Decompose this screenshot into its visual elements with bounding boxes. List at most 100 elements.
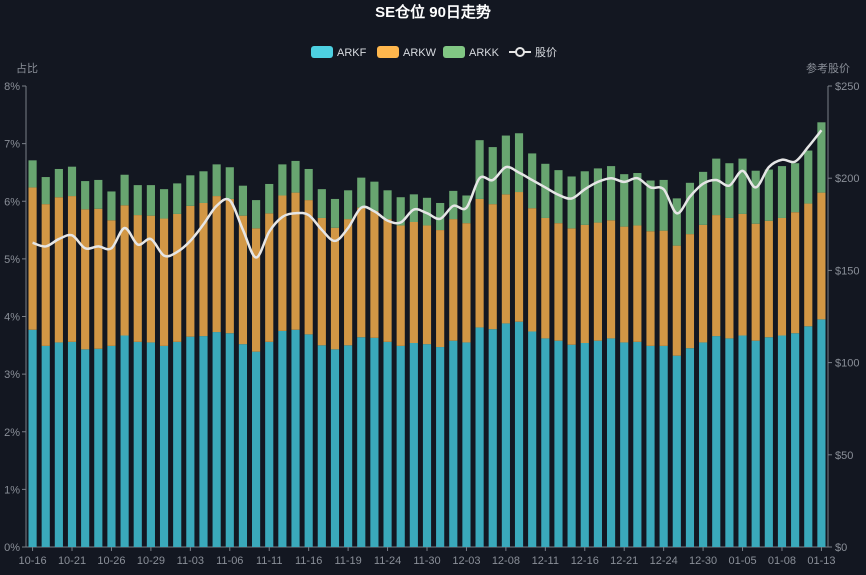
bar-arkf	[449, 340, 458, 547]
bar-arkf	[357, 337, 366, 547]
bar-arkw	[238, 215, 248, 345]
bar-arkw	[475, 198, 484, 328]
bar-arkw	[199, 202, 208, 337]
y-tick-label: 1%	[4, 484, 20, 496]
bar-arkw	[133, 215, 142, 342]
bar-arkk	[699, 171, 708, 225]
bar-arkk	[436, 202, 445, 231]
bar-arkk	[107, 191, 116, 221]
bar-arkk	[212, 164, 221, 197]
x-tick-label: 12-21	[610, 555, 638, 567]
bar-arkk	[225, 167, 234, 199]
y-tick-label: 2%	[4, 427, 20, 439]
x-tick-label: 11-11	[256, 555, 283, 567]
bar-arkw	[173, 213, 182, 342]
bar-arkf	[81, 349, 90, 547]
bar-arkk	[28, 160, 37, 188]
bar-arkk	[396, 197, 405, 226]
bar-arkw	[436, 230, 445, 348]
x-tick-label: 12-24	[650, 555, 678, 567]
bar-arkk	[606, 166, 616, 221]
bar-arkw	[804, 203, 813, 327]
bar-arkw	[212, 196, 221, 333]
legend-label: ARKW	[403, 47, 437, 59]
bar-arkf	[777, 335, 787, 547]
bar-arkw	[488, 204, 497, 330]
bar-arkw	[541, 217, 550, 339]
bar-arkw	[620, 226, 629, 343]
bar-arkf	[291, 329, 300, 547]
bar-arkw	[606, 220, 616, 339]
bar-arkk	[159, 189, 169, 219]
bar-arkf	[699, 342, 708, 547]
bar-arkw	[54, 197, 63, 343]
bar-arkw	[330, 227, 340, 350]
bar-arkf	[817, 319, 826, 547]
bar-arkf	[501, 323, 510, 547]
bar-arkw	[449, 219, 458, 341]
bar-arkk	[252, 200, 261, 229]
bar-arkf	[265, 341, 274, 547]
bar-arkk	[738, 158, 747, 214]
bar-arkf	[422, 344, 432, 547]
bar-arkf	[685, 348, 695, 547]
bar-arkk	[173, 183, 182, 214]
bar-arkf	[606, 338, 616, 547]
y2-tick-label: $200	[835, 173, 859, 185]
bar-arkf	[738, 335, 747, 547]
bar-arkw	[462, 223, 471, 343]
bar-arkw	[370, 211, 379, 338]
y2-tick-label: $100	[835, 358, 859, 370]
bar-arkk	[817, 122, 826, 193]
bar-arkw	[265, 213, 274, 342]
bar-arkf	[712, 336, 721, 547]
bar-arkf	[370, 337, 379, 547]
bar-arkf	[462, 342, 471, 547]
bar-arkw	[186, 205, 195, 337]
bars	[28, 122, 826, 547]
bar-arkf	[396, 345, 405, 547]
x-tick-label: 12-03	[452, 555, 480, 567]
x-tick-label: 11-30	[413, 555, 440, 567]
bar-arkk	[330, 198, 340, 228]
bar-arkw	[567, 228, 576, 345]
bar-arkw	[659, 230, 668, 346]
y2-tick-label: $50	[835, 450, 853, 462]
bar-arkk	[501, 135, 510, 195]
x-tick-label: 11-03	[177, 555, 204, 567]
bar-arkk	[712, 158, 721, 216]
bar-arkf	[541, 338, 550, 547]
bar-arkk	[646, 180, 655, 232]
bar-arkf	[633, 341, 642, 547]
x-tick-label: 10-26	[97, 555, 125, 567]
bar-arkw	[593, 222, 602, 341]
bar-arkf	[567, 344, 576, 547]
bar-arkk	[291, 160, 300, 193]
bar-arkk	[764, 169, 773, 221]
bar-arkf	[278, 330, 287, 547]
bar-arkk	[344, 190, 353, 220]
y-tick-label: 6%	[4, 196, 20, 208]
bar-arkw	[777, 217, 787, 336]
bar-arkf	[107, 345, 116, 547]
bar-arkw	[751, 223, 760, 341]
bar-arkw	[580, 224, 589, 344]
bar-arkf	[28, 329, 37, 547]
bar-arkk	[541, 163, 550, 218]
y-tick-label: 4%	[4, 312, 20, 324]
bar-arkf	[646, 345, 655, 547]
bar-arkf	[199, 336, 208, 547]
bar-arkf	[41, 345, 50, 547]
bar-arkf	[672, 355, 681, 547]
y-tick-label: 0%	[4, 542, 20, 554]
bar-arkw	[725, 217, 734, 339]
bar-arkk	[317, 189, 326, 218]
bar-arkw	[94, 208, 103, 349]
bar-arkk	[777, 166, 787, 218]
bar-arkf	[120, 335, 129, 547]
bar-arkw	[304, 200, 313, 335]
axes: 0% 1% 2% 3% 4% 5% 6% 7% 8% $0 $50 $100 $150 $200 $250 1…	[4, 81, 859, 567]
bar-arkk	[357, 177, 366, 208]
bar-arkk	[475, 140, 484, 199]
